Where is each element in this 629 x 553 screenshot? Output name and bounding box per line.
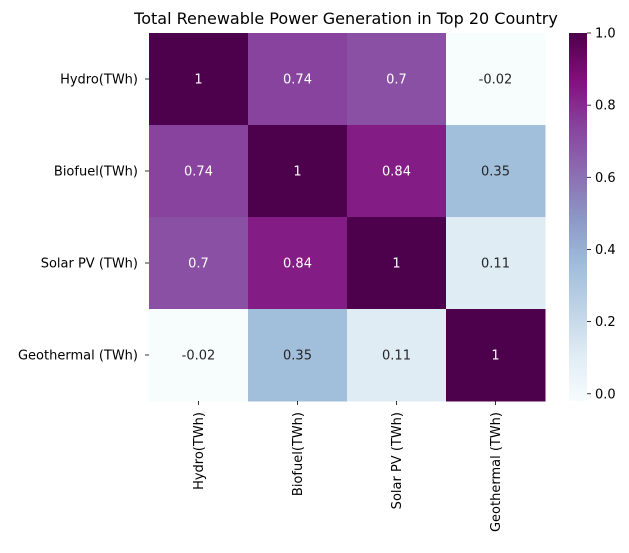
cell-annotation: 0.74 bbox=[283, 73, 312, 88]
cell-annotation: 0.7 bbox=[386, 73, 407, 88]
column-tick-label: Hydro(TWh) bbox=[192, 412, 207, 490]
colorbar-gradient-bar bbox=[569, 33, 587, 401]
heatmap-cell bbox=[347, 309, 447, 402]
colorbar-tick-label: 0.8 bbox=[595, 99, 616, 114]
row-tick-label: Hydro(TWh) bbox=[60, 73, 138, 88]
heatmap-cells bbox=[149, 33, 546, 402]
heatmap-cell bbox=[446, 217, 546, 310]
heatmap-cell bbox=[149, 217, 249, 310]
cell-annotation: 0.35 bbox=[481, 165, 510, 180]
cell-annotation: 1 bbox=[194, 73, 202, 88]
cell-annotation: 1 bbox=[491, 349, 499, 364]
cell-annotation: 0.11 bbox=[481, 257, 510, 272]
cell-annotation: 0.35 bbox=[283, 349, 312, 364]
column-tick-label: Biofuel(TWh) bbox=[291, 412, 306, 496]
cell-annotation: 1 bbox=[392, 257, 400, 272]
heatmap-cell bbox=[248, 33, 348, 126]
heatmap-cell bbox=[347, 33, 447, 126]
heatmap-cell bbox=[446, 125, 546, 218]
heatmap-cell bbox=[347, 217, 447, 310]
colorbar-tick-label: 0.4 bbox=[595, 243, 616, 258]
heatmap-cell bbox=[248, 309, 348, 402]
colorbar-tick-label: 1.0 bbox=[595, 27, 616, 42]
colorbar-tick-label: 0.6 bbox=[595, 171, 616, 186]
row-tick-label: Biofuel(TWh) bbox=[54, 165, 138, 180]
cell-annotation: 0.11 bbox=[382, 349, 411, 364]
heatmap-cell bbox=[149, 33, 249, 126]
cell-annotation: 0.7 bbox=[188, 257, 209, 272]
heatmap-cell bbox=[446, 33, 546, 126]
heatmap-cell bbox=[149, 309, 249, 402]
heatmap-annotations: 1 0.74 0.7 -0.02 0.74 1 0.84 0.35 0.7 0.84 1 0.11 -0… bbox=[182, 73, 513, 364]
column-tick-label: Solar PV (TWh) bbox=[390, 412, 405, 509]
column-tick-label: Geothermal (TWh) bbox=[489, 412, 504, 532]
row-tick-label: Geothermal (TWh) bbox=[18, 349, 138, 364]
row-tick-labels: Hydro(TWh) Biofuel(TWh) Solar PV (TWh) Geot… bbox=[18, 73, 149, 364]
heatmap-cell bbox=[446, 309, 546, 402]
cell-annotation: 0.84 bbox=[283, 257, 312, 272]
heatmap-cell bbox=[347, 125, 447, 218]
cell-annotation: 0.84 bbox=[382, 165, 411, 180]
colorbar: 0.0 0.2 0.4 0.6 0.8 1.0 bbox=[569, 27, 616, 402]
heatmap-cell bbox=[248, 125, 348, 218]
cell-annotation: -0.02 bbox=[182, 349, 216, 364]
row-tick-label: Solar PV (TWh) bbox=[41, 257, 138, 272]
heatmap-cell bbox=[149, 125, 249, 218]
colorbar-tick-label: 0.2 bbox=[595, 315, 616, 330]
cell-annotation: -0.02 bbox=[479, 73, 513, 88]
column-tick-labels: Hydro(TWh) Biofuel(TWh) Solar PV (TWh) Geot… bbox=[192, 401, 504, 532]
cell-annotation: 0.74 bbox=[184, 165, 213, 180]
heatmap-cell bbox=[248, 217, 348, 310]
colorbar-tick-label: 0.0 bbox=[595, 387, 616, 402]
chart-title: Total Renewable Power Generation in Top … bbox=[133, 9, 558, 28]
cell-annotation: 1 bbox=[293, 165, 301, 180]
